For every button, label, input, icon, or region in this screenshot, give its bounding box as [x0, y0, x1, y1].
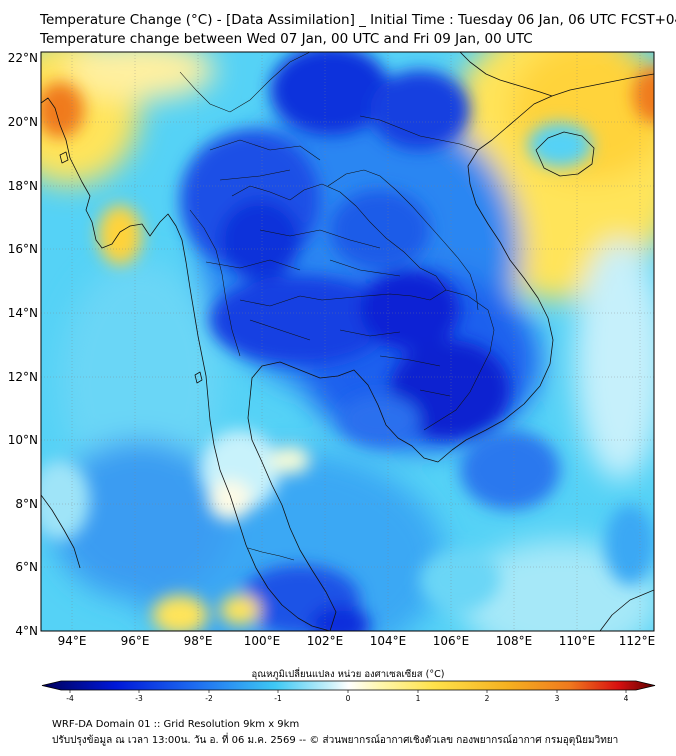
lat-label: 8°N	[15, 497, 38, 511]
lat-label: 18°N	[8, 179, 38, 193]
colorbar	[42, 681, 655, 690]
lon-label: 112°E	[619, 634, 656, 648]
lon-label: 106°E	[433, 634, 470, 648]
footer-credit: ปรับปรุงข้อมูล ณ เวลา 13:00น. วัน อ. ที่…	[52, 733, 618, 748]
lat-label: 12°N	[8, 370, 38, 384]
lat-label: 6°N	[15, 560, 38, 574]
colorbar-ticks	[70, 690, 626, 693]
colorbar-tick-label: 0	[346, 694, 351, 703]
lon-label: 96°E	[121, 634, 150, 648]
colorbar-tick-label: -1	[274, 694, 282, 703]
lon-axis: 94°E 96°E 98°E 100°E 102°E 104°E 106°E 1…	[58, 634, 656, 648]
colorbar-tick-label: 3	[555, 694, 560, 703]
lon-label: 102°E	[307, 634, 344, 648]
lon-label: 98°E	[184, 634, 213, 648]
temperature-field	[0, 20, 676, 670]
colorbar-tick-label: -2	[205, 694, 213, 703]
colorbar-tick-label: -4	[66, 694, 74, 703]
lat-label: 20°N	[8, 115, 38, 129]
lon-label: 110°E	[559, 634, 596, 648]
lat-label: 4°N	[15, 624, 38, 638]
temperature-change-map: 22°N 20°N 18°N 16°N 14°N 12°N 10°N 8°N 6…	[0, 0, 676, 756]
lon-label: 108°E	[496, 634, 533, 648]
colorbar-tick-label: 4	[624, 694, 629, 703]
colorbar-tick-label: 2	[485, 694, 490, 703]
lat-label: 16°N	[8, 242, 38, 256]
lat-label: 10°N	[8, 433, 38, 447]
lon-label: 104°E	[370, 634, 407, 648]
lon-label: 100°E	[244, 634, 281, 648]
lat-label: 14°N	[8, 306, 38, 320]
colorbar-tick-labels: -4 -3 -2 -1 0 1 2 3 4	[66, 694, 628, 703]
colorbar-tick-label: 1	[416, 694, 421, 703]
footer-domain-info: WRF-DA Domain 01 :: Grid Resolution 9km …	[52, 719, 299, 730]
colorbar-label: อุณหภูมิเปลี่ยนแปลง หน่วย องศาเซลเซียส (…	[252, 667, 445, 680]
lat-label: 22°N	[8, 51, 38, 65]
lon-label: 94°E	[58, 634, 87, 648]
lat-axis: 22°N 20°N 18°N 16°N 14°N 12°N 10°N 8°N 6…	[8, 51, 38, 638]
colorbar-tick-label: -3	[135, 694, 143, 703]
